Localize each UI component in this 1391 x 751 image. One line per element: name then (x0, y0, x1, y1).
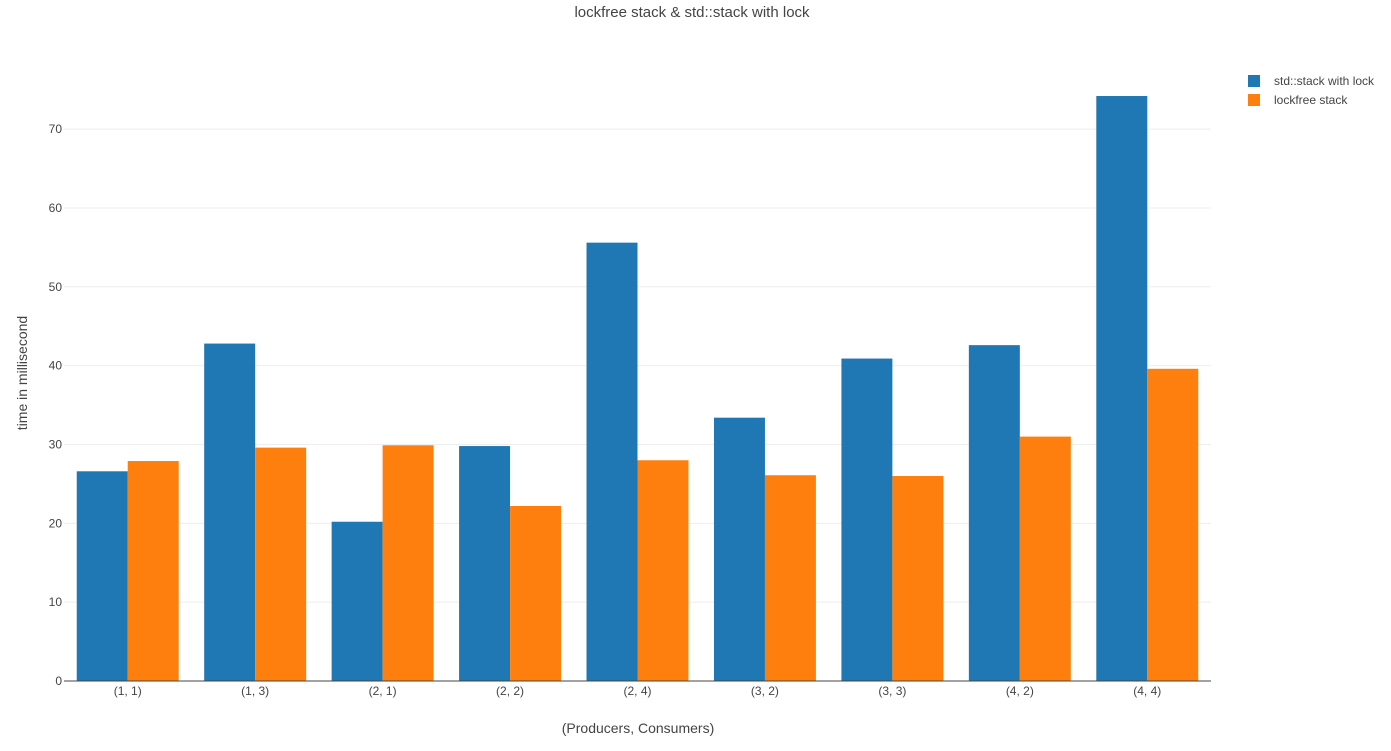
y-tick-label: 30 (49, 437, 63, 451)
bar-std-stack-with-lock (76, 471, 128, 681)
x-tick-label: (2, 2) (496, 684, 524, 698)
bars (76, 96, 1199, 681)
bar-std-stack-with-lock (331, 521, 383, 681)
y-axis-title: time in millisecond (14, 316, 30, 430)
legend-label: std::stack with lock (1274, 74, 1375, 88)
bar-std-stack-with-lock (713, 417, 765, 681)
bar-lockfree-stack (255, 447, 307, 681)
y-tick-label: 0 (55, 674, 62, 688)
bar-std-stack-with-lock (968, 345, 1020, 681)
x-tick-label: (4, 4) (1133, 684, 1161, 698)
y-tick-label: 40 (49, 359, 63, 373)
bar-lockfree-stack (510, 505, 562, 681)
x-tick-label: (3, 3) (878, 684, 906, 698)
bar-lockfree-stack (382, 445, 434, 681)
bar-lockfree-stack (637, 460, 689, 681)
bar-lockfree-stack (764, 475, 816, 681)
x-tick-label: (1, 3) (241, 684, 269, 698)
bar-lockfree-stack (127, 461, 179, 681)
legend-label: lockfree stack (1274, 93, 1348, 107)
y-tick-labels: 0 10 20 30 40 50 60 70 (49, 122, 63, 688)
legend-swatch (1248, 75, 1260, 87)
y-tick-label: 60 (49, 201, 63, 215)
x-tick-label: (4, 2) (1006, 684, 1034, 698)
x-tick-label: (1, 1) (114, 684, 142, 698)
bar-std-stack-with-lock (1096, 96, 1148, 681)
bar-std-stack-with-lock (204, 343, 256, 681)
bar-std-stack-with-lock (459, 446, 511, 681)
y-tick-label: 70 (49, 122, 63, 136)
bar-lockfree-stack (1019, 436, 1071, 681)
bar-std-stack-with-lock (841, 358, 893, 681)
bar-lockfree-stack (1147, 368, 1199, 681)
chart-title: lockfree stack & std::stack with lock (574, 4, 810, 21)
y-tick-label: 10 (49, 595, 63, 609)
x-tick-label: (3, 2) (751, 684, 779, 698)
x-tick-labels: (1, 1) (1, 3) (2, 1) (2, 2) (2, 4) (3, 2) (3, … (114, 684, 1162, 698)
legend-swatch (1248, 94, 1260, 106)
x-axis-title: (Producers, Consumers) (562, 720, 715, 736)
y-tick-label: 20 (49, 516, 63, 530)
y-tick-label: 50 (49, 280, 63, 294)
x-tick-label: (2, 4) (623, 684, 651, 698)
bar-lockfree-stack (892, 476, 944, 681)
bar-std-stack-with-lock (586, 242, 638, 681)
x-tick-label: (2, 1) (369, 684, 397, 698)
